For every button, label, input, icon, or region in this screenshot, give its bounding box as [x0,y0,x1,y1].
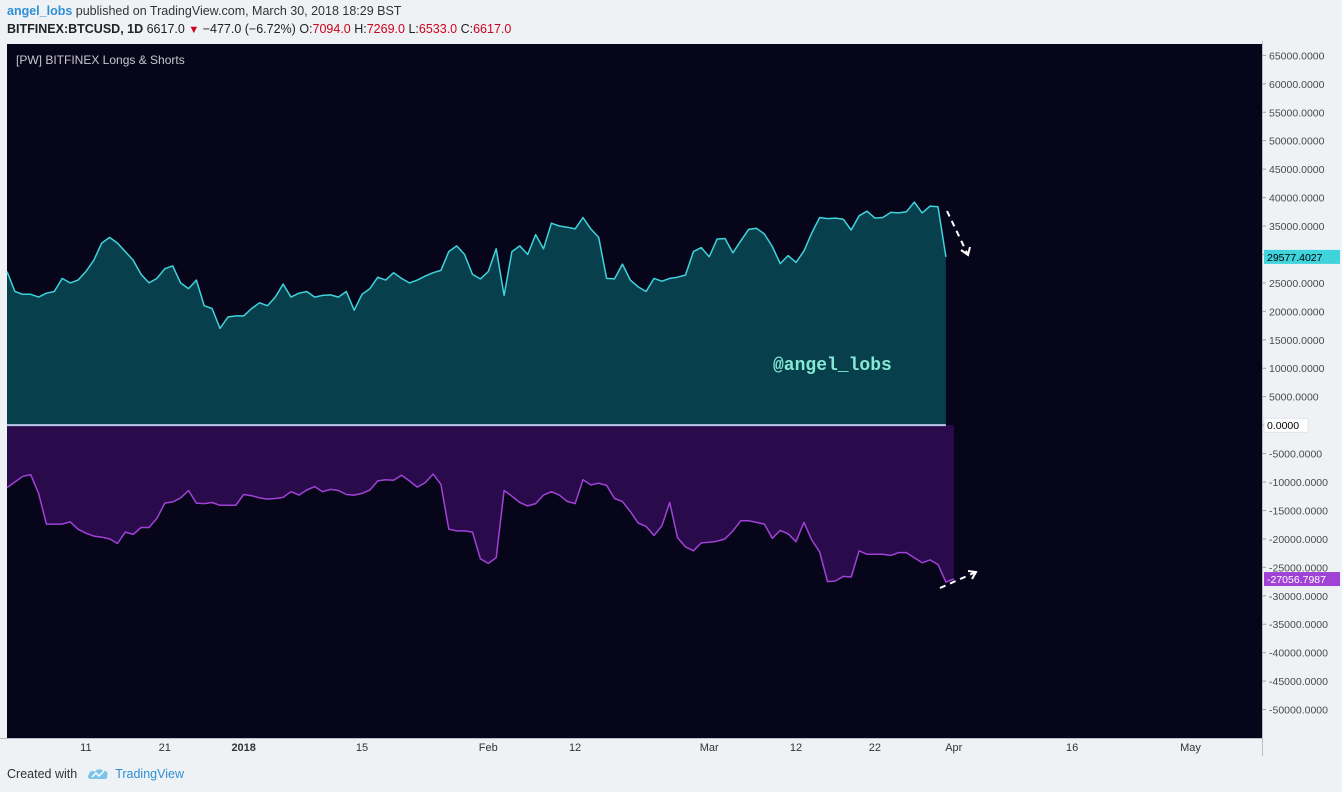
x-tick-label: 21 [159,742,171,754]
footer: Created with TradingView [7,767,184,781]
low-label: L: [408,22,419,36]
dashed-arrow-down [946,210,969,256]
open-label: O: [299,22,313,36]
y-tick-label: -40000.0000 [1269,648,1328,660]
tradingview-logo-icon [88,769,108,779]
close-value: 6617.0 [473,22,512,36]
series-line-longs [6,201,947,330]
price-change: −477.0 (−6.72%) [202,22,296,36]
created-with-text: Created with [7,767,78,781]
x-tick-label: Feb [479,742,498,754]
x-tick-label: 12 [569,742,581,754]
x-axis-panel [0,738,1262,756]
last-value-label-shorts: -27056.7987 [1267,574,1326,586]
open-value: 7094.0 [312,22,351,36]
y-tick-label: 20000.0000 [1269,306,1325,318]
y-tick-label: 10000.0000 [1269,363,1325,375]
y-tick-label: -20000.0000 [1269,534,1328,546]
last-value-badge-longs [1264,249,1340,264]
chart-area[interactable]: 65000.0000 60000.0000 55000.0000 50000.0000… [0,41,1342,761]
close-label: C: [460,22,474,36]
publish-info: angel_lobs published on TradingView.com,… [7,4,401,18]
y-tick-label: -50000.0000 [1269,705,1328,717]
y-tick-label: 40000.0000 [1269,193,1325,205]
zero-badge [1263,417,1309,433]
y-tick-label: -45000.0000 [1269,676,1328,688]
x-tick-label: 12 [790,742,802,754]
y-tick-label: -25000.0000 [1269,562,1328,574]
x-tick-label: 11 [80,742,91,754]
arrow-head-up-icon [967,570,978,580]
symbol-label: BITFINEX:BTCUSD, 1D [7,22,144,36]
y-tick-label: -10000.0000 [1269,477,1328,489]
low-value: 6533.0 [418,22,458,36]
watermark-text: @angel_lobs [773,356,892,376]
last-price: 6617.0 [146,22,185,36]
high-label: H: [354,22,367,36]
x-tick-label: 16 [1066,742,1078,754]
author-link[interactable]: angel_lobs [7,4,73,18]
y-tick-label: 25000.0000 [1269,278,1325,290]
last-value-label-longs: 29577.4027 [1267,252,1323,264]
y-tick-label: 5000.0000 [1269,392,1319,404]
x-tick-label: Mar [700,742,719,754]
x-tick-label: 22 [869,742,881,754]
indicator-label[interactable]: [PW] BITFINEX Longs & Shorts [16,53,185,67]
series-area-shorts [7,425,954,583]
y-tick-label: 60000.0000 [1269,79,1325,91]
y-tick-label: 50000.0000 [1269,136,1325,148]
x-tick-label: Apr [945,742,962,754]
y-tick-label: 55000.0000 [1269,107,1325,119]
tradingview-link[interactable]: TradingView [115,767,184,781]
zero-badge-label: 0.0000 [1267,420,1299,432]
x-tick-label: 15 [356,742,368,754]
arrow-head-down-icon [960,246,971,257]
series-area-longs [7,202,946,426]
y-tick-label: 15000.0000 [1269,335,1325,347]
y-tick-label: -15000.0000 [1269,505,1328,517]
symbol-info: BITFINEX:BTCUSD, 1D 6617.0 ▼ −477.0 (−6.… [7,22,511,36]
y-tick-label: -35000.0000 [1269,619,1328,631]
y-tick-label: 35000.0000 [1269,221,1325,233]
down-arrow-icon: ▼ [188,24,200,36]
series-line-shorts [6,473,955,583]
y-axis-panel [1262,41,1342,756]
y-tick-label: -30000.0000 [1269,591,1328,603]
y-tick-label: -5000.0000 [1269,449,1322,461]
high-value: 7269.0 [366,22,405,36]
x-tick-label: 2018 [231,742,255,754]
x-tick-label: May [1180,742,1201,754]
y-tick-label: 65000.0000 [1269,50,1325,62]
publish-text: published on TradingView.com, March 30, … [75,4,402,18]
last-value-badge-shorts [1264,572,1340,587]
y-tick-label: 45000.0000 [1269,164,1325,176]
